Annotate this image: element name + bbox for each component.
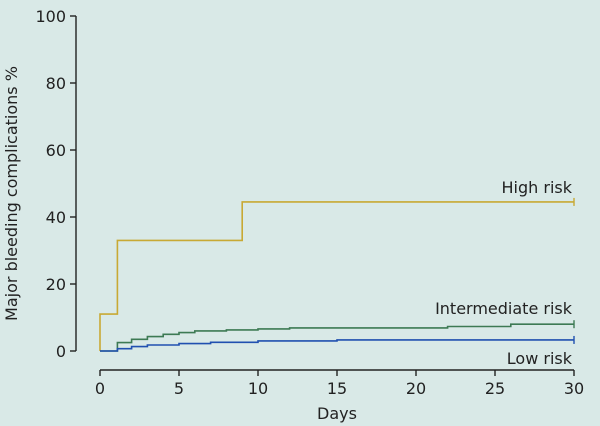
series-layer — [99, 197, 575, 352]
series-label-low-risk: Low risk — [507, 349, 573, 368]
ticks-layer: 0 20 40 60 80 100 0 5 10 15 20 25 30 — [35, 7, 584, 398]
x-axis-title: Days — [317, 404, 357, 423]
series-label-high-risk: High risk — [502, 178, 573, 197]
y-tick-label: 0 — [56, 342, 66, 361]
series-line-intermediate-risk — [100, 323, 574, 352]
series-label-intermediate-risk: Intermediate risk — [435, 299, 573, 318]
y-tick-label: 40 — [46, 208, 66, 227]
y-tick-label: 100 — [35, 7, 66, 26]
x-tick-label: 30 — [564, 379, 584, 398]
x-tick-label: 15 — [327, 379, 347, 398]
y-tick-label: 60 — [46, 141, 66, 160]
y-tick-label: 20 — [46, 275, 66, 294]
x-tick-label: 25 — [485, 379, 505, 398]
y-tick-label: 80 — [46, 74, 66, 93]
x-tick-label: 0 — [95, 379, 105, 398]
series-line-low-risk — [100, 339, 574, 352]
labels-layer: High risk Intermediate risk Low risk — [435, 178, 573, 368]
x-tick-label: 20 — [406, 379, 426, 398]
y-axis-title: Major bleeding complications % — [2, 66, 21, 321]
x-tick-label: 10 — [248, 379, 268, 398]
series-line-high-risk — [99, 201, 574, 351]
x-tick-label: 5 — [174, 379, 184, 398]
